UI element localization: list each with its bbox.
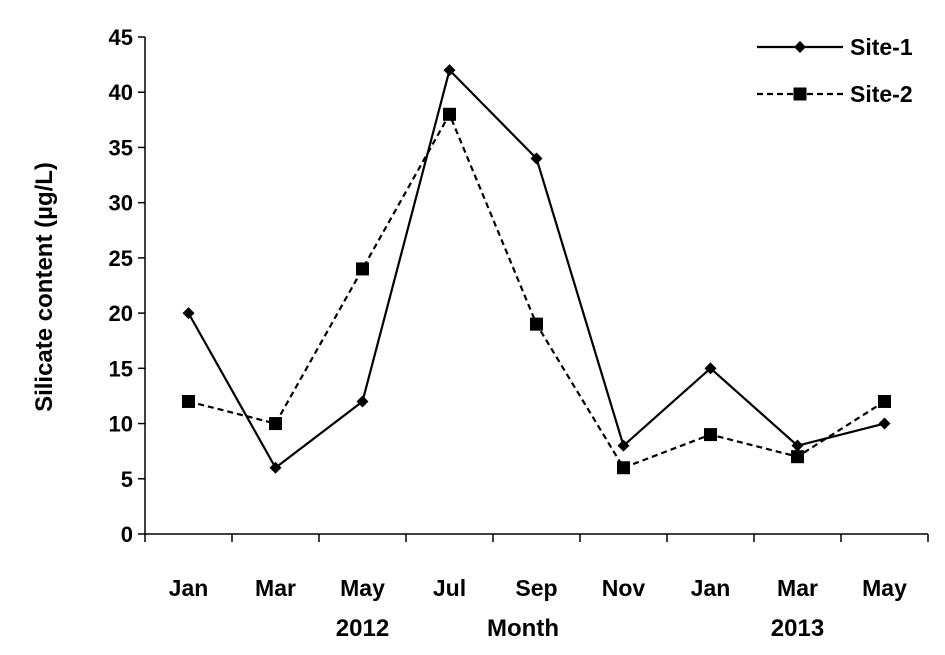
year-labels: 2012 2013 (336, 615, 824, 642)
y-tick-label: 5 (121, 467, 133, 492)
x-axis-ticks: Jan Mar May Jul Sep Nov Jan Mar May (144, 534, 929, 601)
series-2 (182, 107, 891, 475)
legend-label: Site-1 (850, 34, 913, 60)
data-point (791, 450, 804, 464)
x-tick-label: Mar (777, 575, 818, 601)
legend-marker (794, 41, 806, 53)
data-point (878, 417, 891, 430)
data-point (182, 394, 195, 408)
x-tick-label: May (340, 575, 385, 601)
y-tick-label: 20 (109, 301, 133, 326)
legend-item: Site-2 (757, 81, 913, 107)
x-tick-label: May (862, 575, 907, 601)
series-1 (182, 64, 891, 474)
series-line (187, 69, 885, 469)
legend-item: Site-1 (757, 34, 913, 60)
y-tick-label: 15 (109, 356, 133, 381)
year-label: 2013 (771, 615, 824, 642)
data-point (443, 64, 456, 77)
data-point (269, 461, 282, 474)
x-tick-label: Jan (169, 575, 209, 601)
legend-label: Site-2 (850, 81, 913, 107)
x-tick-label: Nov (602, 575, 646, 601)
data-point (530, 317, 543, 331)
y-axis-ticks: 0 5 10 15 20 25 30 35 40 45 (109, 25, 145, 547)
y-tick-label: 0 (121, 522, 133, 547)
axes (144, 37, 928, 535)
x-tick-label: Jul (433, 575, 466, 601)
legend-marker (793, 87, 807, 101)
data-point (356, 395, 369, 408)
series-line (188, 113, 886, 469)
data-point (530, 152, 543, 165)
x-tick-label: Jan (691, 575, 731, 601)
year-label: 2012 (336, 615, 389, 642)
y-tick-label: 35 (109, 135, 133, 160)
y-tick-label: 40 (109, 80, 133, 105)
x-tick-label: Sep (515, 575, 557, 601)
data-point (878, 394, 891, 408)
data-point (704, 428, 717, 442)
y-tick-label: 30 (109, 191, 133, 216)
data-point (443, 107, 456, 121)
y-tick-label: 25 (109, 246, 133, 271)
data-point (269, 417, 282, 431)
y-tick-label: 10 (109, 412, 133, 437)
series-layer (182, 64, 891, 475)
y-tick-label: 45 (109, 25, 133, 50)
y-axis-title: Silicate content (µg/L) (31, 162, 58, 412)
data-point (704, 362, 717, 375)
legend: Site-1 Site-2 (757, 34, 913, 107)
data-point (356, 262, 369, 276)
data-point (617, 461, 630, 475)
data-point (617, 439, 630, 452)
data-point (182, 307, 195, 320)
data-point (791, 439, 804, 452)
x-tick-label: Mar (255, 575, 296, 601)
x-axis-title: Month (487, 615, 559, 642)
